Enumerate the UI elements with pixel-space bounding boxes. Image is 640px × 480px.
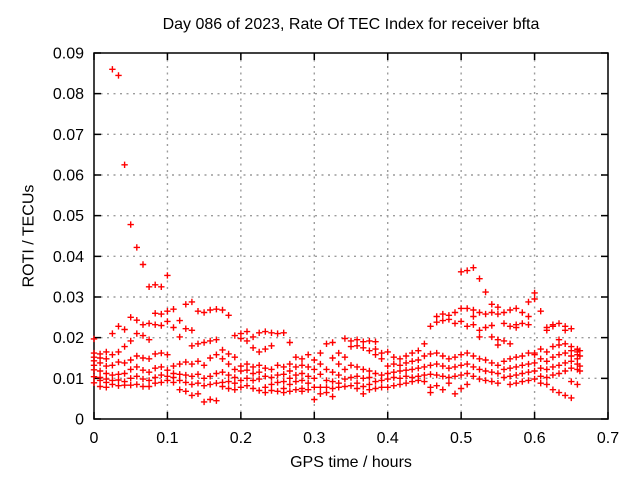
grid-lines [94,53,608,419]
x-tick-label: 0.7 [597,430,619,447]
plot-border [93,52,609,420]
y-tick-label: 0 [75,412,84,429]
y-tick-label: 0.04 [53,249,84,266]
y-tick-label: 0.08 [53,86,84,103]
chart-title: Day 086 of 2023, Rate Of TEC Index for r… [162,16,540,33]
data-points [90,66,584,406]
x-tick-label: 0.1 [156,430,178,447]
y-tick-label: 0.05 [53,208,84,225]
y-tick-label: 0.06 [53,168,84,185]
x-axis-label: GPS time / hours [290,454,412,471]
y-tick-label: 0.09 [53,46,84,63]
y-tick-label: 0.03 [53,290,84,307]
y-tick-label: 0.01 [53,371,84,388]
x-tick-label: 0.2 [230,430,252,447]
x-tick-label: 0.3 [303,430,325,447]
x-tick-label: 0.5 [450,430,472,447]
x-tick-label: 0 [90,430,99,447]
x-tick-label: 0.4 [377,430,399,447]
x-tick-label: 0.6 [523,430,545,447]
y-tick-label: 0.02 [53,330,84,347]
y-tick-label: 0.07 [53,127,84,144]
